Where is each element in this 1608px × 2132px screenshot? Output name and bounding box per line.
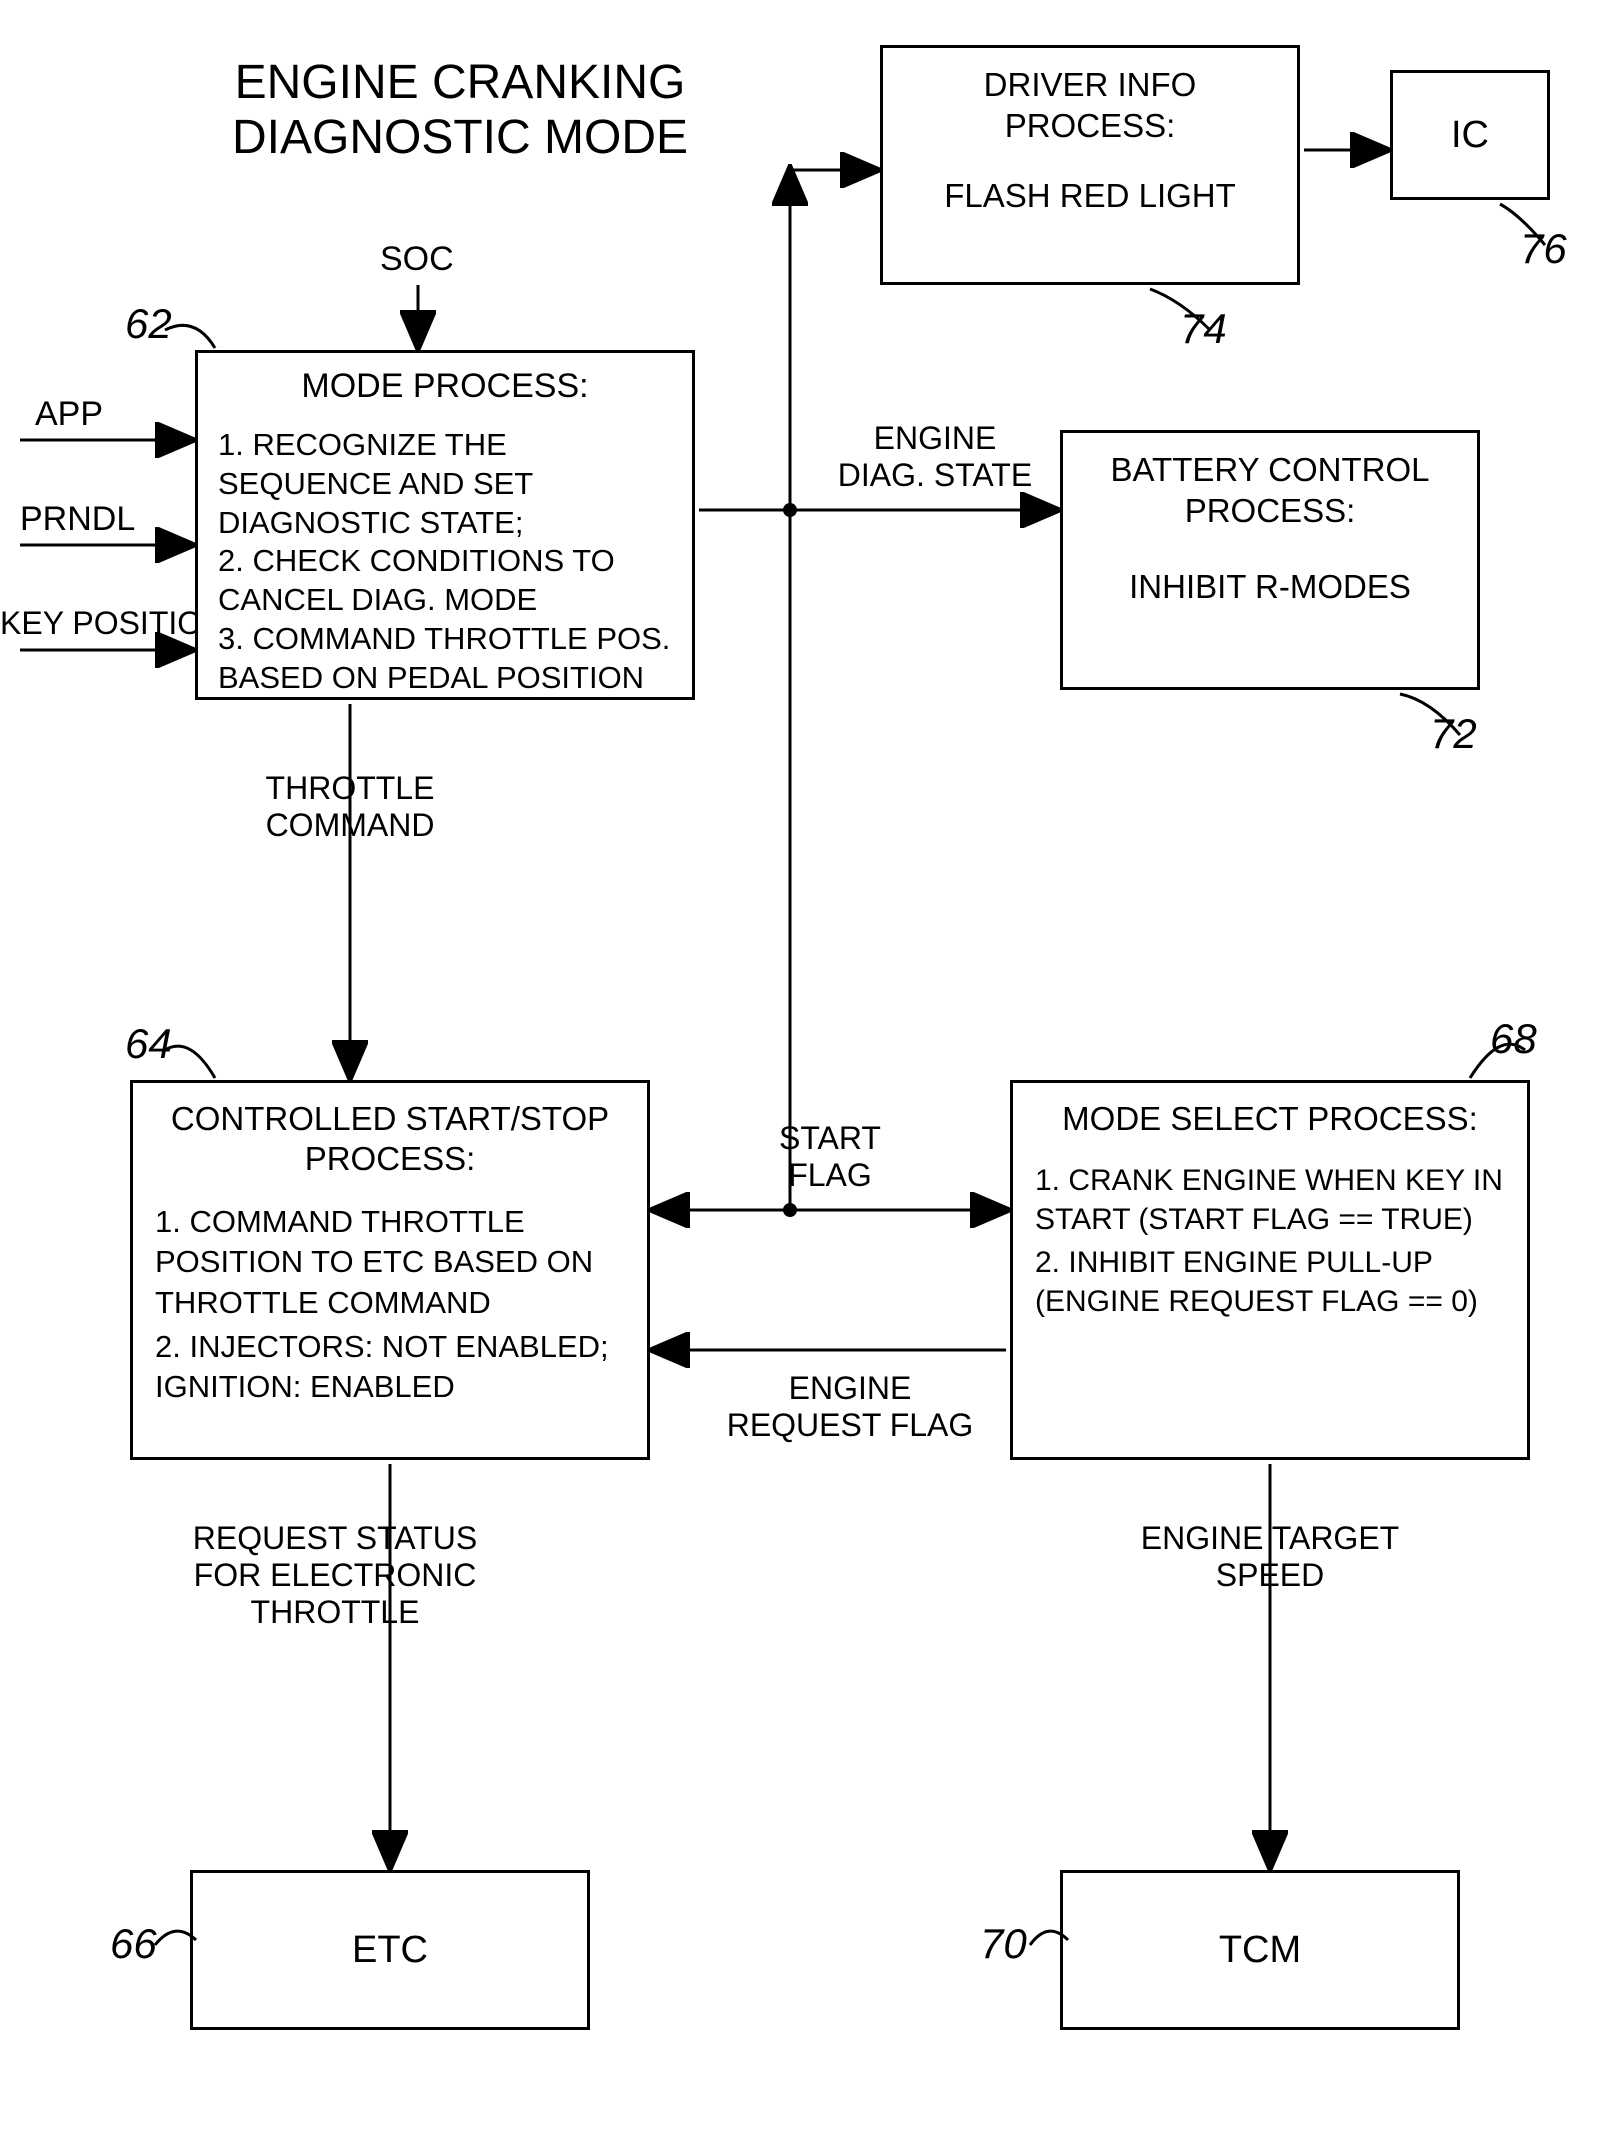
- box-ic: IC: [1390, 70, 1550, 200]
- box-etc: ETC: [190, 1870, 590, 2030]
- item-2: 2. CHECK CONDITIONS TO CANCEL DIAG. MODE: [218, 542, 672, 620]
- box-title: DRIVER INFO PROCESS:: [903, 64, 1277, 147]
- box-title: BATTERY CONTROL PROCESS:: [1083, 449, 1457, 532]
- box-battery-control: BATTERY CONTROL PROCESS: INHIBIT R-MODES: [1060, 430, 1480, 690]
- box-mode-process: MODE PROCESS: 1. RECOGNIZE THE SEQUENCE …: [195, 350, 695, 700]
- box-mode-select: MODE SELECT PROCESS: 1. CRANK ENGINE WHE…: [1010, 1080, 1530, 1460]
- box-title: MODE PROCESS:: [218, 367, 672, 406]
- tcm-text: TCM: [1219, 1929, 1301, 1972]
- box-controlled-start-stop: CONTROLLED START/STOP PROCESS: 1. COMMAN…: [130, 1080, 650, 1460]
- ref-64: 64: [125, 1020, 172, 1068]
- box-body: FLASH RED LIGHT: [903, 177, 1277, 215]
- box-title: MODE SELECT PROCESS:: [1035, 1099, 1505, 1139]
- ref-62: 62: [125, 300, 172, 348]
- item-3: 3. COMMAND THROTTLE POS. BASED ON PEDAL …: [218, 620, 672, 698]
- box-body: INHIBIT R-MODES: [1083, 568, 1457, 606]
- item-2: 2. INHIBIT ENGINE PULL-UP (ENGINE REQUES…: [1035, 1243, 1505, 1321]
- ic-text: IC: [1451, 114, 1489, 157]
- item-2: 2. INJECTORS: NOT ENABLED; IGNITION: ENA…: [155, 1327, 625, 1408]
- input-key: KEY POSITION: [0, 605, 225, 642]
- edge-engine-request-flag: ENGINE REQUEST FLAG: [720, 1370, 980, 1444]
- ref-66: 66: [110, 1920, 157, 1968]
- item-1: 1. CRANK ENGINE WHEN KEY IN START (START…: [1035, 1161, 1505, 1239]
- ref-72: 72: [1430, 710, 1477, 758]
- edge-engine-target-speed: ENGINE TARGET SPEED: [1130, 1520, 1410, 1594]
- box-title: CONTROLLED START/STOP PROCESS:: [155, 1099, 625, 1178]
- ref-74: 74: [1180, 305, 1227, 353]
- edge-start-flag: START FLAG: [760, 1120, 900, 1194]
- item-1: 1. COMMAND THROTTLE POSITION TO ETC BASE…: [155, 1202, 625, 1323]
- edge-throttle-command: THROTTLE COMMAND: [250, 770, 450, 844]
- box-driver-info: DRIVER INFO PROCESS: FLASH RED LIGHT: [880, 45, 1300, 285]
- etc-text: ETC: [352, 1929, 428, 1972]
- input-app: APP: [35, 395, 103, 434]
- input-soc: SOC: [380, 240, 454, 279]
- edge-request-status: REQUEST STATUS FOR ELECTRONIC THROTTLE: [180, 1520, 490, 1631]
- diagram-title: ENGINE CRANKING DIAGNOSTIC MODE: [180, 55, 740, 165]
- box-tcm: TCM: [1060, 1870, 1460, 2030]
- ref-68: 68: [1490, 1015, 1537, 1063]
- edge-engine-diag-state: ENGINE DIAG. STATE: [830, 420, 1040, 494]
- input-prndl: PRNDL: [20, 500, 135, 539]
- item-1: 1. RECOGNIZE THE SEQUENCE AND SET DIAGNO…: [218, 426, 672, 542]
- ref-76: 76: [1520, 225, 1567, 273]
- ref-70: 70: [980, 1920, 1027, 1968]
